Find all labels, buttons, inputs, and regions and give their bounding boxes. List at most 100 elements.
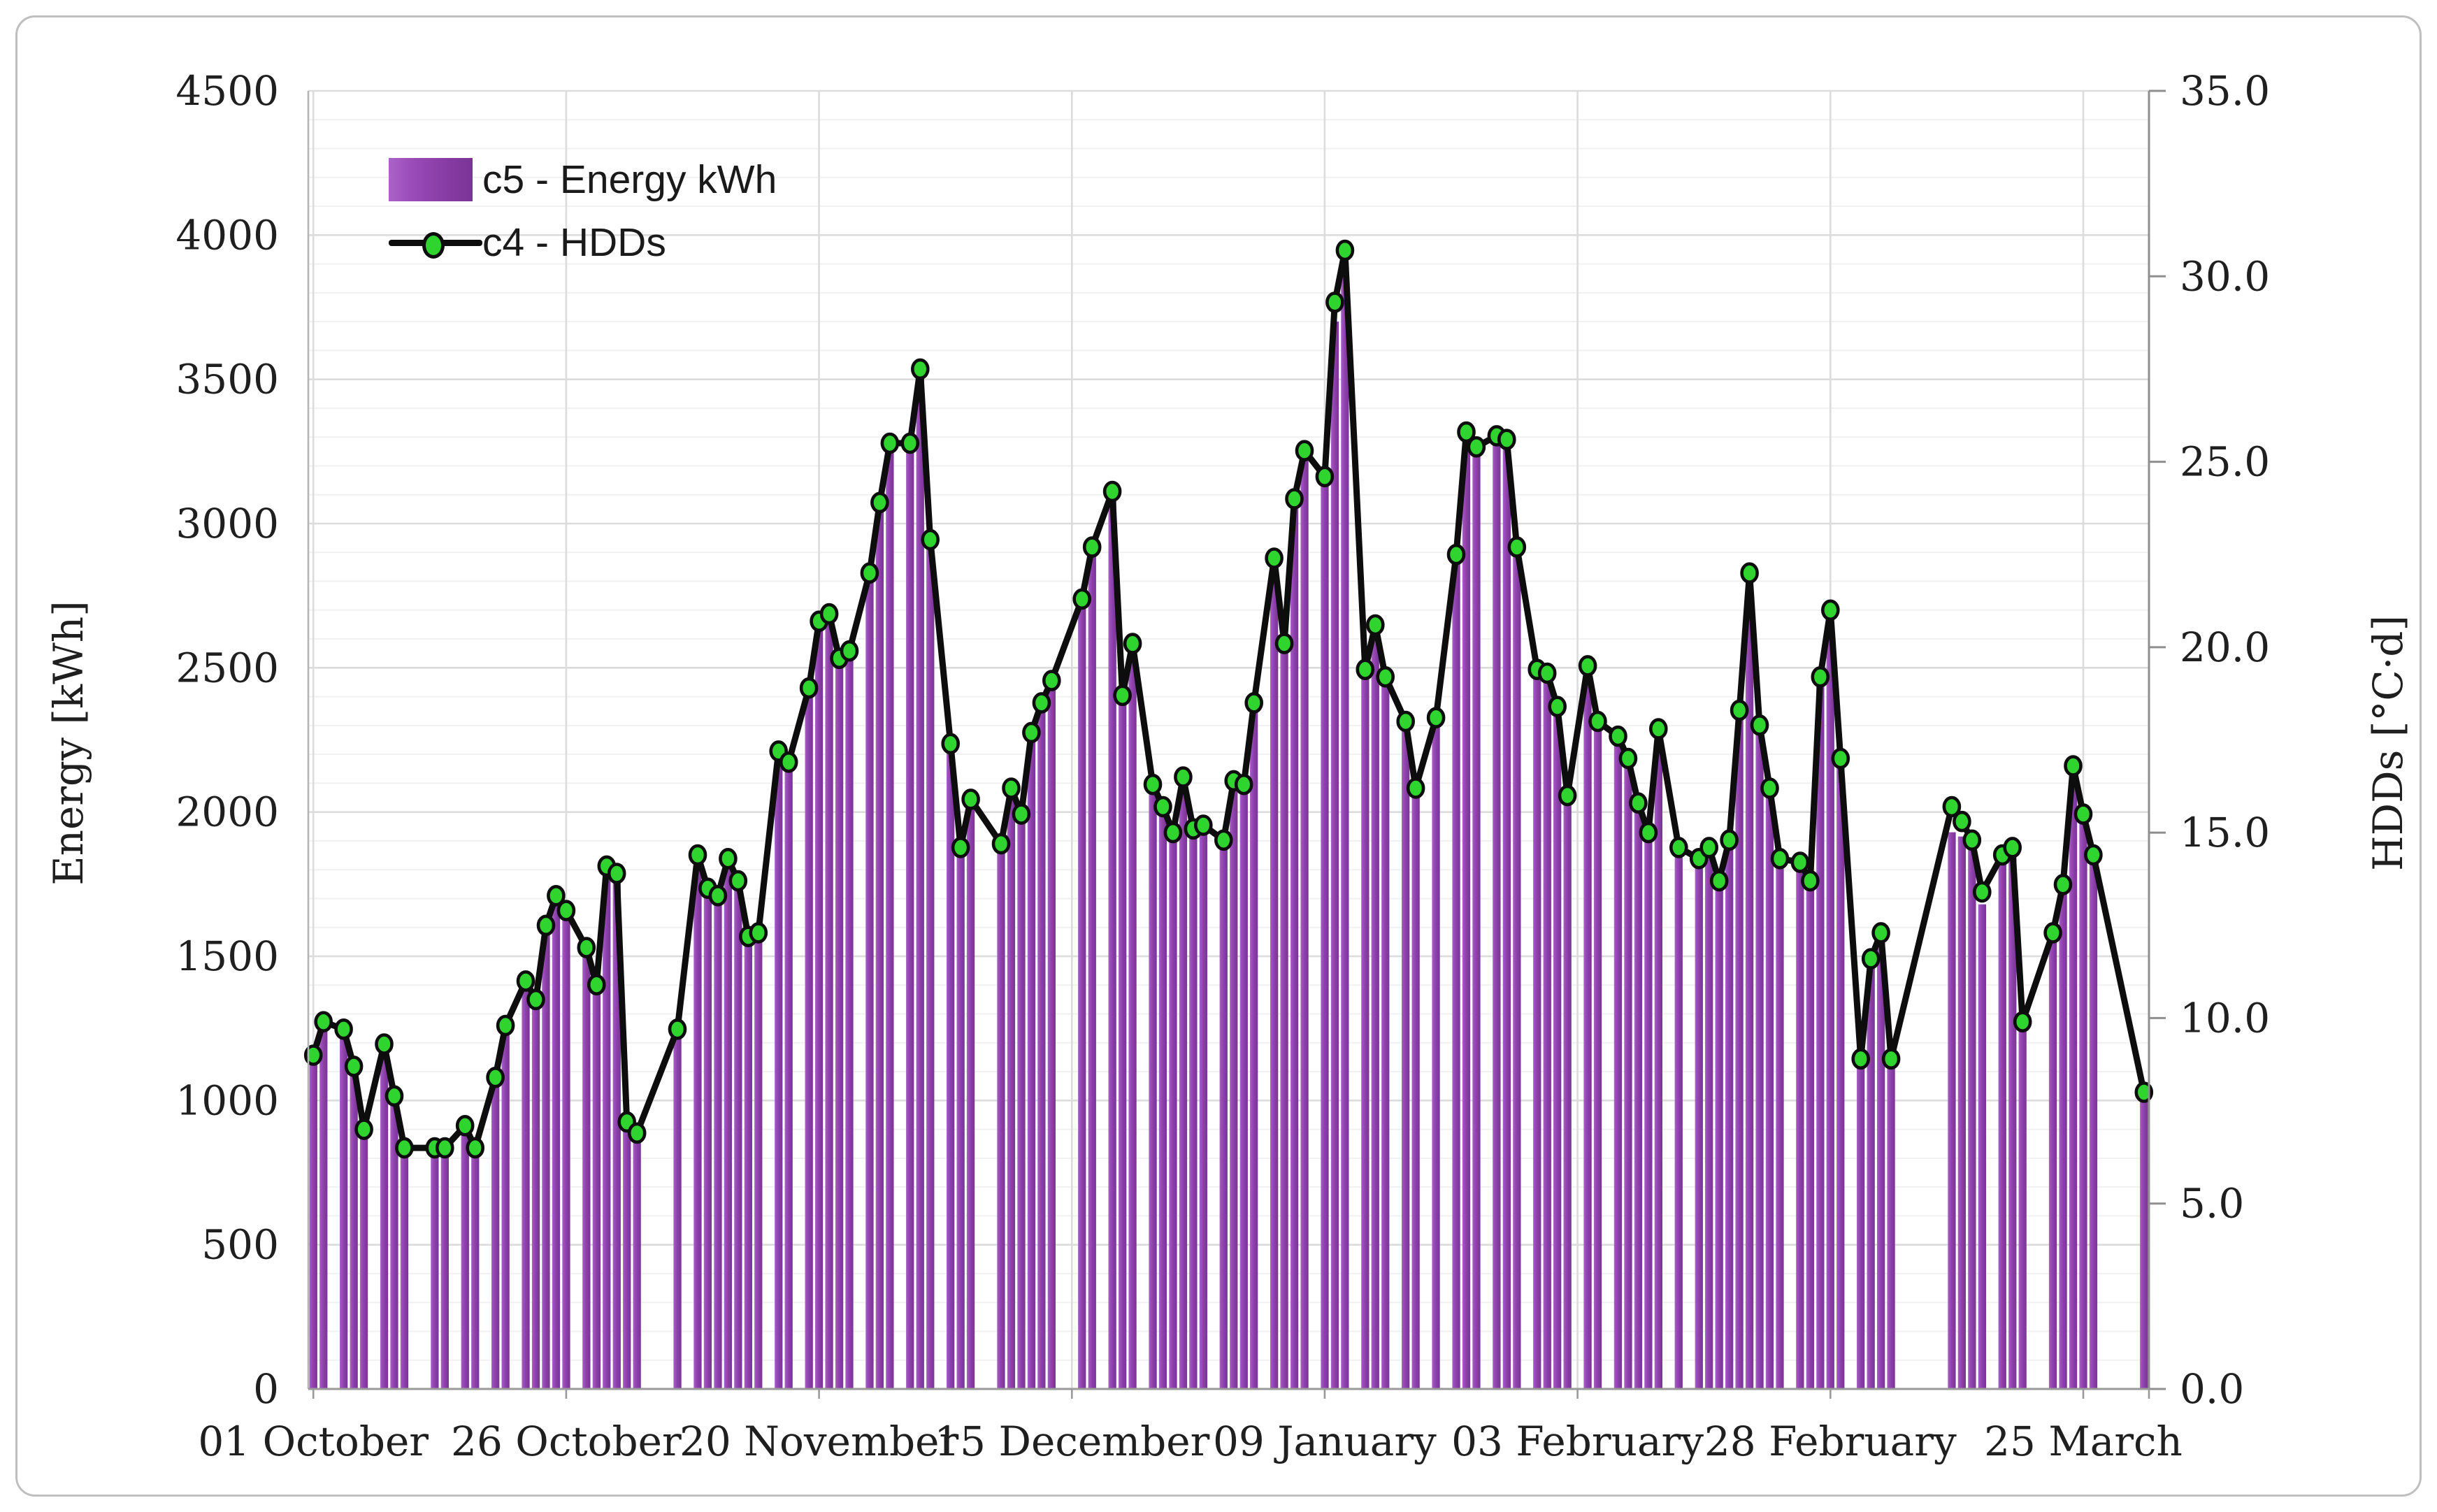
- energy-bar: [340, 1030, 348, 1389]
- hdds-marker: [1366, 614, 1385, 636]
- hdds-marker: [1537, 662, 1557, 684]
- svg-text:15.0: 15.0: [2180, 809, 2270, 856]
- energy-bar: [1887, 1060, 1895, 1389]
- svg-text:20.0: 20.0: [2180, 624, 2270, 671]
- energy-bar: [1361, 669, 1370, 1389]
- energy-bar: [440, 1148, 449, 1389]
- left-axis-title: Energy [kWh]: [45, 600, 92, 886]
- energy-bar: [1745, 586, 1754, 1389]
- energy-bar: [825, 612, 833, 1389]
- hdds-marker: [2003, 837, 2022, 858]
- energy-bar: [1502, 440, 1511, 1389]
- hdds-marker: [455, 1115, 475, 1137]
- energy-bar: [1119, 695, 1127, 1389]
- energy-bar: [1715, 881, 1723, 1389]
- hdds-marker: [1174, 766, 1193, 788]
- hdds-marker: [1861, 948, 1881, 970]
- hdds-marker: [1446, 543, 1466, 566]
- energy-bar: [603, 865, 611, 1389]
- energy-bar: [2018, 1025, 2027, 1389]
- energy-bar: [754, 933, 763, 1389]
- energy-bar: [1624, 758, 1632, 1389]
- energy-bar: [947, 742, 955, 1389]
- hdds-marker: [779, 751, 798, 773]
- hdds-marker: [870, 491, 889, 514]
- hdds-marker: [1356, 658, 1375, 681]
- energy-bar: [623, 1122, 631, 1389]
- hdds-marker: [1396, 710, 1415, 733]
- hdds-marker: [1295, 440, 1314, 462]
- right-axis-ticks: [2149, 89, 2166, 1390]
- hdds-marker: [708, 885, 728, 907]
- energy-bar: [814, 621, 824, 1389]
- svg-text:25.0: 25.0: [2180, 438, 2270, 486]
- hdds-marker: [799, 677, 819, 699]
- hdds-marker: [1315, 466, 1335, 488]
- energy-bar: [1341, 275, 1349, 1390]
- energy-bar: [1816, 676, 1825, 1389]
- energy-bar: [1948, 832, 1956, 1389]
- hdds-marker: [1942, 795, 1962, 818]
- energy-bar: [1189, 829, 1198, 1389]
- energy-bar: [461, 1125, 469, 1389]
- legend-item-hdds: c4 - HDDs: [389, 211, 777, 274]
- hdds-marker: [1163, 821, 1183, 844]
- hdds-marker: [1457, 421, 1476, 443]
- energy-bar: [1047, 680, 1056, 1389]
- energy-bar: [1300, 449, 1309, 1389]
- energy-bar: [1078, 598, 1086, 1389]
- energy-bar: [1239, 784, 1248, 1389]
- energy-bar: [1836, 758, 1845, 1389]
- energy-bar: [1533, 669, 1541, 1389]
- hdds-marker: [496, 1014, 515, 1037]
- hdds-marker: [1609, 725, 1627, 747]
- hdds-marker: [1801, 870, 1820, 892]
- energy-bar: [612, 872, 621, 1389]
- hdds-marker: [668, 1018, 687, 1040]
- energy-bar: [380, 1044, 389, 1389]
- hdds-marker: [334, 1018, 353, 1040]
- hdds-marker: [1102, 480, 1122, 503]
- energy-bar: [1705, 848, 1713, 1390]
- hdds-marker: [1244, 692, 1263, 714]
- legend: c5 - Energy kWh c4 - HDDs: [389, 148, 777, 274]
- hdds-marker: [354, 1118, 373, 1140]
- energy-bar: [1290, 498, 1299, 1389]
- svg-text:2000: 2000: [175, 789, 279, 836]
- hdds-marker: [860, 562, 879, 584]
- energy-bar: [471, 1148, 480, 1389]
- hdds-marker: [1548, 696, 1567, 718]
- hdds-marker: [1669, 837, 1688, 858]
- energy-bar: [1158, 806, 1167, 1389]
- hdds-marker: [1720, 829, 1739, 851]
- svg-text:20 November: 20 November: [680, 1418, 958, 1465]
- hdds-marker: [1113, 684, 1132, 707]
- hdds-marker: [1750, 714, 1769, 736]
- energy-bar: [582, 947, 591, 1389]
- energy-bar: [875, 502, 884, 1389]
- energy-bar: [390, 1096, 398, 1389]
- svg-text:25 March: 25 March: [1984, 1418, 2183, 1465]
- energy-bar: [1968, 844, 1976, 1389]
- legend-item-energy: c5 - Energy kWh: [389, 148, 777, 211]
- energy-bar: [2069, 767, 2078, 1389]
- hdds-marker: [1811, 665, 1830, 688]
- energy-bar: [1634, 803, 1643, 1389]
- hdds-marker: [688, 844, 707, 866]
- energy-bar: [1462, 431, 1471, 1389]
- hdds-marker: [2134, 1081, 2154, 1103]
- energy-bar: [552, 895, 561, 1389]
- hdds-marker: [1325, 291, 1344, 313]
- energy-bar: [592, 985, 601, 1389]
- energy-bar: [1826, 627, 1834, 1389]
- hdds-marker: [1335, 239, 1355, 261]
- hdds-markers: [303, 239, 2154, 1159]
- right-axis-title: HDDs [°C·d]: [2364, 615, 2412, 871]
- hdds-marker: [728, 870, 748, 892]
- energy-bar: [1755, 725, 1764, 1389]
- energy-bar: [1543, 673, 1551, 1389]
- hdds-marker: [1588, 710, 1607, 733]
- hdds-marker: [1214, 829, 1233, 851]
